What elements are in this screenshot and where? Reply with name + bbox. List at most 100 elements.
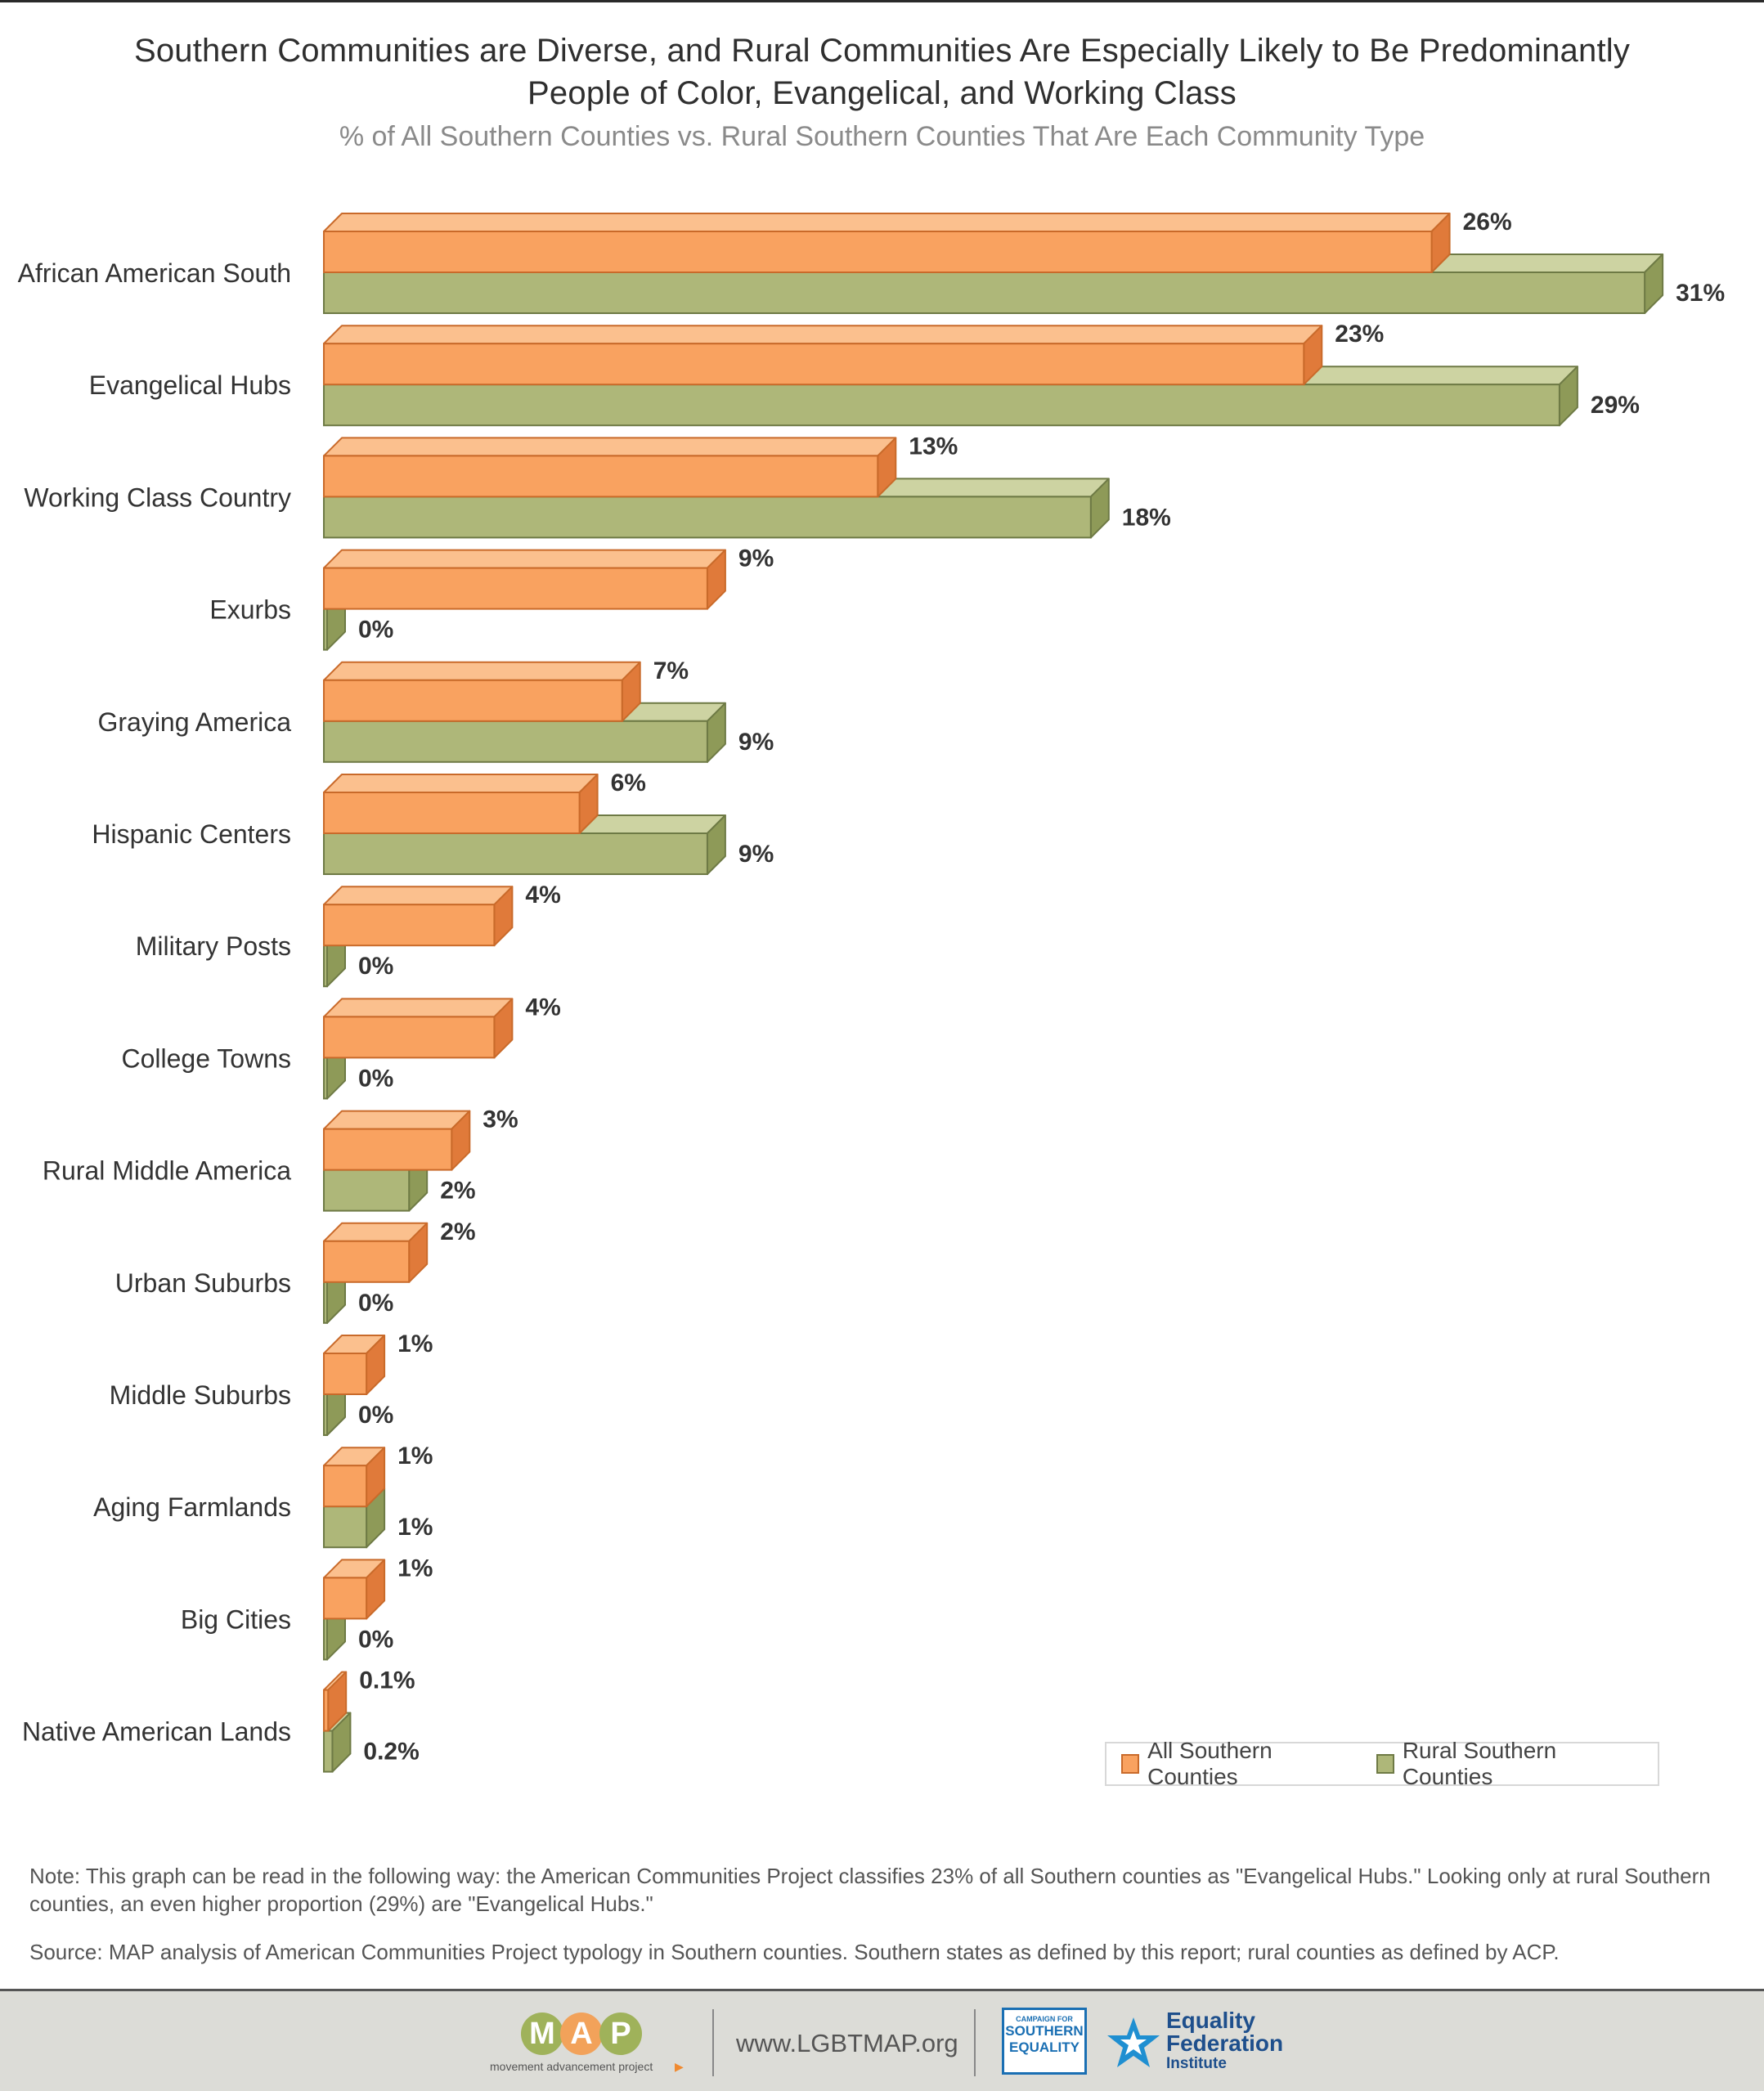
website-link[interactable]: www.LGBTMAP.org (736, 2029, 958, 2057)
bar-rural (323, 608, 328, 651)
top-rule (0, 0, 1764, 2)
category-label: African American South (18, 258, 291, 288)
category-label: College Towns (121, 1043, 291, 1073)
map-logo[interactable]: M A P movement advancement project ▶ (485, 2012, 689, 2086)
data-label-all: 2% (440, 1218, 475, 1245)
bar-all-top (323, 998, 514, 1018)
data-label-all: 4% (525, 994, 560, 1021)
bar-all (323, 1016, 496, 1059)
category-label: Working Class Country (24, 482, 291, 512)
cse-logo-line-3: EQUALITY (1009, 2039, 1079, 2055)
bar-rural (323, 1281, 328, 1324)
effi-line-3: Institute (1166, 2055, 1227, 2072)
bar-all-top (323, 213, 1451, 232)
data-label-rural: 18% (1122, 504, 1171, 531)
bar-all-top (323, 886, 514, 906)
bar-all-top (323, 325, 1323, 345)
bar-all-top (323, 661, 641, 681)
legend-label-rural: Rural Southern Counties (1402, 1738, 1557, 1789)
bar-rural (323, 832, 708, 875)
bar-rural (323, 720, 708, 763)
data-label-all: 1% (397, 1443, 433, 1470)
legend-swatch-rural (1376, 1754, 1394, 1774)
bar-all (323, 1689, 330, 1732)
data-label-all: 9% (738, 545, 774, 572)
bar-all (323, 679, 623, 722)
footer-divider (974, 2009, 976, 2076)
cse-logo-small-text: CAMPAIGN FOR (1016, 2015, 1073, 2023)
bar-all (323, 1465, 368, 1508)
footer-divider (712, 2009, 714, 2076)
category-label: Middle Suburbs (110, 1380, 291, 1410)
bar-all (323, 904, 496, 947)
legend-label-all: All Southern Counties (1147, 1738, 1273, 1789)
data-label-rural: 2% (440, 1178, 475, 1205)
data-label-rural: 0.2% (363, 1739, 419, 1766)
star-icon (1107, 2017, 1160, 2067)
category-label: Exurbs (209, 595, 291, 625)
category-label: Big Cities (181, 1604, 291, 1634)
bar-all (323, 231, 1433, 273)
legend-item-rural: Rural Southern Counties (1376, 1738, 1630, 1790)
bar-rural (323, 384, 1560, 427)
data-label-rural: 29% (1591, 392, 1640, 419)
chart-title-line-1: Southern Communities are Diverse, and Ru… (133, 33, 1631, 69)
data-label-rural: 0% (358, 953, 393, 980)
category-label: Urban Suburbs (115, 1268, 291, 1298)
category-label: Native American Lands (22, 1717, 291, 1747)
bar-all-top (323, 1110, 471, 1130)
data-label-rural: 0% (358, 617, 393, 644)
bar-rural (323, 945, 328, 988)
category-label: Military Posts (136, 931, 291, 961)
category-label: Graying America (97, 707, 291, 737)
bar-rural (323, 1618, 328, 1661)
data-label-rural: 0% (358, 1290, 393, 1317)
bar-all (323, 792, 581, 834)
chart-source: Source: MAP analysis of American Communi… (29, 1940, 1560, 1964)
bar-rural (323, 1393, 328, 1436)
category-label: Aging Farmlands (93, 1492, 291, 1522)
bar-rural (323, 271, 1646, 314)
bar-all (323, 455, 879, 498)
bar-all (323, 1240, 411, 1283)
category-label: Hispanic Centers (92, 819, 291, 849)
chart-title-line-2: People of Color, Evangelical, and Workin… (527, 75, 1237, 111)
map-logo-letter-p: P (599, 2012, 642, 2055)
cse-logo-line-2: SOUTHERN (1005, 2023, 1084, 2039)
data-label-all: 0.1% (359, 1667, 415, 1694)
legend-swatch-all (1121, 1754, 1140, 1774)
map-logo-letter-a: A (560, 2012, 603, 2055)
bar-rural (323, 1505, 368, 1549)
category-label: Evangelical Hubs (89, 370, 291, 400)
equality-federation-institute-logo[interactable]: Equality Federation Institute (1166, 2009, 1283, 2073)
bar-rural (323, 496, 1092, 539)
data-label-rural: 0% (358, 1402, 393, 1429)
bar-all (323, 1353, 368, 1395)
bar-all (323, 567, 708, 610)
campaign-for-southern-equality-logo[interactable]: CAMPAIGN FOR SOUTHERN EQUALITY (1002, 2008, 1087, 2075)
map-logo-letter-m: M (521, 2012, 563, 2055)
bar-all-top (323, 437, 897, 457)
data-label-rural: 31% (1676, 280, 1725, 307)
bar-rural (323, 1730, 334, 1773)
bar-all (323, 343, 1305, 386)
footer: M A P movement advancement project ▶ www… (0, 1989, 1764, 2091)
chart-subtitle: % of All Southern Counties vs. Rural Sou… (339, 121, 1425, 152)
legend: All Southern Counties Rural Southern Cou… (1105, 1738, 1659, 1789)
bar-chart: African American South 26% 31% Evangelical … (18, 209, 1725, 1773)
data-label-all: 1% (397, 1555, 433, 1582)
play-arrow-icon: ▶ (675, 2060, 684, 2073)
bar-all (323, 1577, 368, 1620)
bar-rural (323, 1057, 328, 1100)
bar-all (323, 1128, 453, 1171)
data-label-all: 26% (1463, 209, 1512, 236)
data-label-all: 7% (653, 657, 689, 684)
data-label-all: 4% (525, 882, 560, 909)
data-label-all: 1% (397, 1330, 433, 1357)
effi-line-1: Equality (1166, 2008, 1255, 2033)
effi-line-2: Federation (1166, 2030, 1284, 2056)
bar-all-top (323, 549, 726, 569)
data-label-all: 13% (909, 433, 958, 460)
chart-note: Note: This graph can be read in the foll… (29, 1864, 1711, 1916)
map-tagline: movement advancement project (490, 2060, 653, 2073)
